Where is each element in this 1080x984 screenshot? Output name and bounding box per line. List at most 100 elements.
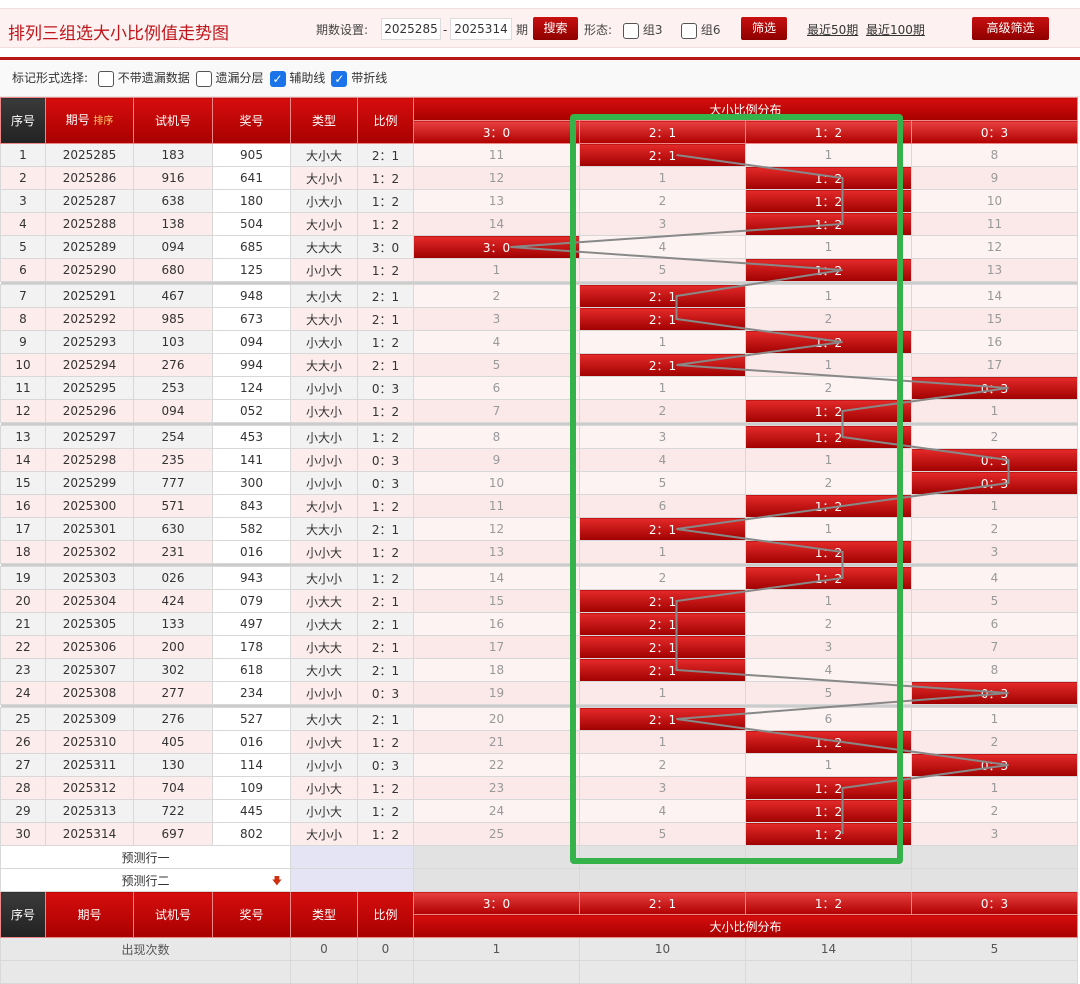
omission-cell: 1 [911, 707, 1078, 731]
table-row: 3 2025287 638 180 小大小 1：2 13 2 1：2 10 [0, 189, 1078, 213]
omission-cell: 4 [911, 566, 1078, 590]
cell-seq: 2 [0, 166, 46, 190]
filter-button[interactable]: 筛选 [741, 17, 787, 40]
omission-cell: 2 [911, 730, 1078, 754]
footer-ratio: 比例 [357, 891, 414, 938]
cell-seq: 28 [0, 776, 46, 800]
omission-cell: 15 [911, 307, 1078, 331]
table-row: 12 2025296 094 052 小大小 1：2 7 2 1：2 1 [0, 399, 1078, 423]
search-button[interactable]: 搜索 [533, 17, 578, 40]
predict-cell[interactable] [911, 845, 1078, 869]
cell-type: 大小小 [290, 166, 358, 190]
sort-button[interactable]: 排序 [93, 115, 114, 127]
table-row: 16 2025300 571 843 大小小 1：2 11 6 1：2 1 [0, 494, 1078, 518]
omission-cell: 5 [579, 258, 746, 282]
cell-type: 小小大 [290, 776, 358, 800]
omission-cell: 23 [413, 776, 580, 800]
cell-test: 200 [133, 635, 213, 659]
cell-type: 小小小 [290, 753, 358, 777]
cell-prize: 300 [212, 471, 291, 495]
group3-label: 组3 [642, 23, 663, 37]
cell-issue: 2025285 [45, 143, 134, 167]
footer-prize: 奖号 [212, 891, 291, 938]
cell-test: 183 [133, 143, 213, 167]
option-checkbox[interactable] [195, 70, 212, 87]
cell-prize: 527 [212, 707, 291, 731]
cell-test: 094 [133, 235, 213, 259]
omission-cell: 2 [579, 753, 746, 777]
omission-cell: 4 [579, 799, 746, 823]
predict-cell[interactable] [911, 868, 1078, 892]
cell-test: 133 [133, 612, 213, 636]
omission-cell: 1 [579, 540, 746, 564]
omission-cell: 8 [911, 143, 1078, 167]
cell-prize: 453 [212, 425, 291, 449]
omission-cell: 1 [579, 166, 746, 190]
omission-cell: 16 [911, 330, 1078, 354]
cell-seq: 18 [0, 540, 46, 564]
cell-prize: 016 [212, 540, 291, 564]
predict-cell[interactable] [413, 868, 580, 892]
omission-cell: 9 [413, 448, 580, 472]
cell-issue: 2025288 [45, 212, 134, 236]
option-label: 辅助线 [289, 71, 326, 85]
omission-cell: 17 [413, 635, 580, 659]
omission-cell: 6 [911, 612, 1078, 636]
options-label: 标记形式选择: [12, 71, 89, 85]
cell-seq: 7 [0, 284, 46, 308]
omission-cell: 4 [579, 235, 746, 259]
omission-cell: 1 [579, 330, 746, 354]
option-checkbox[interactable]: ✓ [331, 70, 348, 87]
header-issue[interactable]: 期号 排序 [45, 97, 134, 144]
predict-cell[interactable] [290, 868, 414, 892]
cell-issue: 2025306 [45, 635, 134, 659]
stats-2-1: 10 [579, 937, 746, 961]
option-checkbox[interactable] [97, 70, 114, 87]
top-toolbar: 排列三组选大小比例值走势图 期数设置: 2025285 - 2025314 期 … [0, 8, 1080, 48]
predict-cell[interactable] [579, 868, 746, 892]
omission-cell: 1 [579, 730, 746, 754]
cell-type: 大大大 [290, 235, 358, 259]
hit-cell: 2：1 [579, 589, 746, 613]
recent-100-link[interactable]: 最近100期 [866, 23, 925, 37]
omission-cell: 2 [579, 566, 746, 590]
omission-cell: 14 [413, 212, 580, 236]
cell-prize: 641 [212, 166, 291, 190]
cell-issue: 2025313 [45, 799, 134, 823]
header-col-3-0: 3：0 [413, 120, 580, 144]
period-dash: - [443, 23, 448, 37]
cell-seq: 1 [0, 143, 46, 167]
header-prize: 奖号 [212, 97, 291, 144]
recent-50-link[interactable]: 最近50期 [807, 23, 859, 37]
advanced-filter-button[interactable]: 高级筛选 [972, 17, 1049, 40]
predict-label: 预测行二 🡇 [0, 868, 291, 892]
group3-checkbox[interactable] [623, 22, 639, 39]
cell-issue: 2025302 [45, 540, 134, 564]
omission-cell: 1 [579, 376, 746, 400]
group6-checkbox[interactable] [681, 22, 697, 39]
cell-prize: 497 [212, 612, 291, 636]
cell-type: 小大大 [290, 635, 358, 659]
omission-cell: 14 [911, 284, 1078, 308]
cell-prize: 685 [212, 235, 291, 259]
predict-cell[interactable] [579, 845, 746, 869]
cell-test: 697 [133, 822, 213, 846]
cell-type: 小大小 [290, 425, 358, 449]
period-from-input[interactable]: 2025285 [381, 18, 441, 40]
predict-cell[interactable] [290, 845, 414, 869]
predict-cell[interactable] [745, 868, 912, 892]
predict-cell[interactable] [413, 845, 580, 869]
cell-test: 722 [133, 799, 213, 823]
omission-cell: 18 [413, 658, 580, 682]
cell-ratio: 1：2 [357, 799, 414, 823]
cell-issue: 2025291 [45, 284, 134, 308]
omission-cell: 12 [413, 517, 580, 541]
cell-issue: 2025294 [45, 353, 134, 377]
period-to-input[interactable]: 2025314 [450, 18, 512, 40]
table-row: 2 2025286 916 641 大小小 1：2 12 1 1：2 9 [0, 166, 1078, 190]
option-checkbox[interactable]: ✓ [269, 70, 286, 87]
predict-cell[interactable] [745, 845, 912, 869]
cell-test: 277 [133, 681, 213, 705]
cell-test: 302 [133, 658, 213, 682]
cell-type: 小大大 [290, 612, 358, 636]
